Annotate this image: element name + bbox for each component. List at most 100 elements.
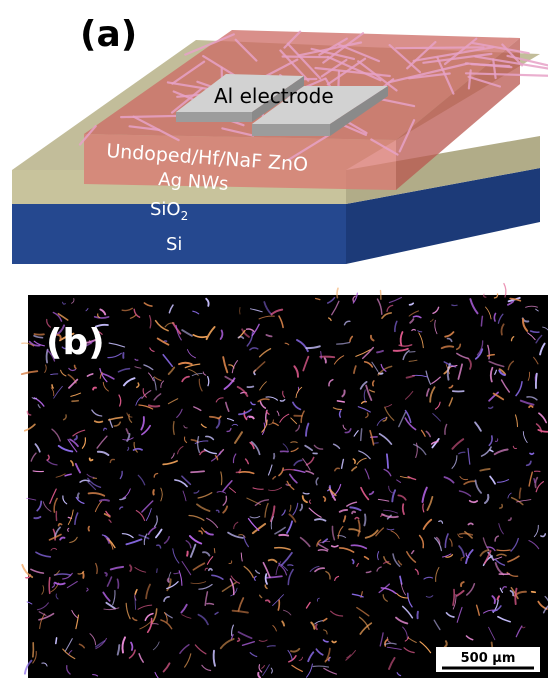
scale-bar: 500 µm — [436, 647, 540, 672]
micrograph-nanowire — [509, 589, 515, 597]
micrograph-nanowire — [466, 583, 476, 596]
micrograph-nanowire — [430, 440, 439, 445]
micrograph-nanowire — [365, 412, 369, 419]
micrograph-nanowire — [515, 625, 523, 638]
micrograph-nanowire — [509, 297, 522, 302]
micrograph-nanowire — [138, 534, 150, 540]
ag-nanowire — [412, 46, 494, 62]
micrograph-nanowire — [405, 390, 414, 400]
micrograph-nanowire — [314, 567, 326, 573]
micrograph-nanowire — [160, 487, 163, 502]
micrograph-nanowire — [494, 558, 506, 566]
micrograph-nanowires — [20, 282, 548, 678]
micrograph-nanowire — [87, 492, 106, 497]
micrograph-nanowire — [479, 549, 490, 557]
micrograph-nanowire — [494, 369, 497, 375]
micrograph-nanowire — [488, 391, 499, 402]
micrograph-nanowire — [485, 306, 492, 320]
micrograph-nanowire — [71, 399, 80, 403]
micrograph-nanowire — [230, 575, 241, 584]
micrograph-nanowire — [121, 636, 126, 654]
micrograph-nanowire — [493, 448, 509, 456]
micrograph-nanowire — [382, 561, 390, 565]
micrograph-nanowire — [530, 590, 537, 594]
micrograph-nanowire — [39, 613, 46, 629]
micrograph-nanowire — [500, 323, 505, 336]
micrograph-nanowire — [102, 381, 109, 392]
micrograph-nanowire — [295, 424, 301, 432]
micrograph-nanowire — [388, 656, 396, 670]
micrograph-nanowire — [364, 468, 370, 480]
al-electrode-left — [176, 74, 304, 122]
micrograph-nanowire — [62, 572, 73, 580]
micrograph-nanowire — [106, 576, 113, 587]
micrograph-nanowire — [153, 472, 159, 478]
micrograph-nanowire — [384, 638, 389, 647]
micrograph-nanowire — [74, 462, 82, 474]
micrograph-nanowire — [528, 539, 540, 550]
micrograph-nanowire — [395, 616, 409, 625]
micrograph-nanowire — [229, 578, 235, 596]
micrograph-nanowire — [308, 507, 322, 518]
micrograph-nanowire — [451, 455, 458, 469]
micrograph-nanowire — [363, 555, 370, 560]
micrograph-nanowire — [501, 586, 508, 590]
micrograph-nanowire — [313, 444, 324, 450]
ag-nanowire — [492, 58, 497, 80]
micrograph-nanowire — [290, 647, 301, 653]
micrograph-nanowire — [147, 404, 161, 408]
ag-nanowire — [286, 42, 322, 80]
micrograph-nanowire — [184, 653, 192, 668]
micrograph-nanowire — [460, 556, 464, 562]
micrograph-nanowire — [306, 663, 313, 678]
micrograph-nanowire — [407, 592, 413, 608]
micrograph-nanowire — [143, 364, 154, 371]
micrograph-nanowire — [376, 349, 384, 354]
micrograph-nanowire — [135, 509, 146, 522]
micrograph-nanowire — [219, 638, 235, 650]
micrograph-nanowire — [383, 509, 398, 514]
micrograph-nanowire — [156, 544, 162, 549]
micrograph-nanowire — [156, 337, 170, 346]
micrograph-nanowire — [457, 533, 463, 538]
micrograph-nanowire — [67, 509, 74, 525]
micrograph-nanowire — [269, 505, 276, 523]
micrograph-nanowire — [109, 565, 125, 571]
micrograph-nanowire — [33, 334, 44, 339]
micrograph-nanowire — [451, 438, 465, 450]
micrograph-nanowire — [359, 428, 363, 442]
micrograph-nanowire — [140, 416, 145, 431]
micrograph-nanowire — [181, 375, 190, 383]
micrograph-nanowire — [287, 568, 294, 586]
ag-nanowire — [287, 132, 333, 161]
micrograph-nanowire — [213, 548, 216, 554]
micrograph-nanowire — [412, 315, 422, 319]
micrograph-nanowire — [86, 587, 89, 592]
micrograph-nanowire — [539, 342, 546, 356]
micrograph-nanowire — [458, 545, 465, 558]
micrograph-nanowire — [395, 592, 409, 599]
micrograph-nanowire — [97, 313, 101, 319]
micrograph-nanowire — [207, 567, 213, 572]
micrograph-nanowire — [425, 430, 431, 438]
micrograph-nanowire — [247, 517, 260, 531]
micrograph-nanowire — [206, 556, 214, 565]
micrograph-nanowire — [249, 652, 258, 658]
micrograph-nanowire — [23, 659, 33, 675]
micrograph-nanowire — [290, 447, 299, 453]
micrograph-nanowire — [265, 410, 270, 415]
micrograph-nanowire — [166, 578, 172, 592]
micrograph-nanowire — [42, 501, 52, 512]
micrograph-nanowire — [448, 384, 454, 389]
micrograph-nanowire — [50, 547, 58, 551]
al-electrode-right — [252, 86, 388, 136]
micrograph-nanowire — [448, 397, 454, 407]
micrograph-nanowire — [497, 313, 504, 324]
micrograph-nanowire — [197, 613, 209, 626]
micrograph-nanowire — [491, 605, 502, 613]
micrograph-nanowire — [528, 404, 534, 409]
micrograph-nanowire — [278, 533, 290, 537]
micrograph-nanowire — [533, 524, 539, 538]
micrograph-nanowire — [142, 388, 147, 398]
